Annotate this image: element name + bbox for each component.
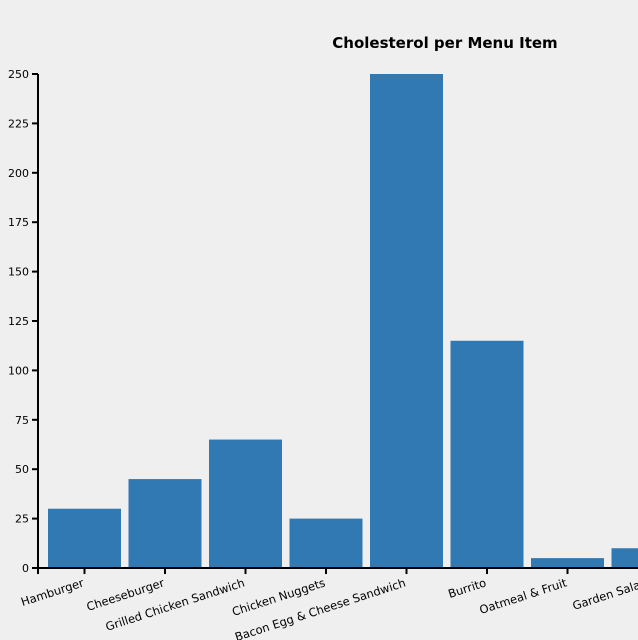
bar-4 (370, 74, 443, 568)
x-tick-label: Hamburger (19, 575, 86, 609)
bar-5 (450, 340, 524, 568)
bar-0 (48, 508, 121, 568)
bar-1 (128, 479, 202, 568)
y-tick-label: 125 (8, 315, 29, 328)
y-axis: 0 25 50 75 100 125 150 175 200 225 250 (8, 68, 39, 575)
bar-7 (611, 548, 638, 568)
x-tick-label: Oatmeal & Fruit (478, 575, 569, 617)
y-tick-label: 150 (8, 266, 29, 279)
y-tick-label: 50 (15, 463, 29, 476)
y-tick-label: 250 (8, 68, 29, 81)
bar-3 (289, 518, 363, 568)
y-tick-label: 175 (8, 216, 29, 229)
bars-group (48, 74, 638, 568)
y-tick-label: 0 (22, 562, 29, 575)
y-tick-label: 225 (8, 117, 29, 130)
bar-2 (209, 439, 282, 568)
y-tick-label: 25 (15, 513, 29, 526)
y-tick-label: 200 (8, 167, 29, 180)
y-tick-label: 100 (8, 364, 29, 377)
bar-6 (531, 558, 604, 568)
x-tick-label: Grilled Chicken Sandwich (104, 576, 247, 634)
y-tick-label: 75 (15, 414, 29, 427)
x-tick-label: Garden Salad (571, 576, 638, 613)
chart-title: Cholesterol per Menu Item (332, 34, 557, 52)
x-tick-label: Burrito (446, 576, 488, 601)
